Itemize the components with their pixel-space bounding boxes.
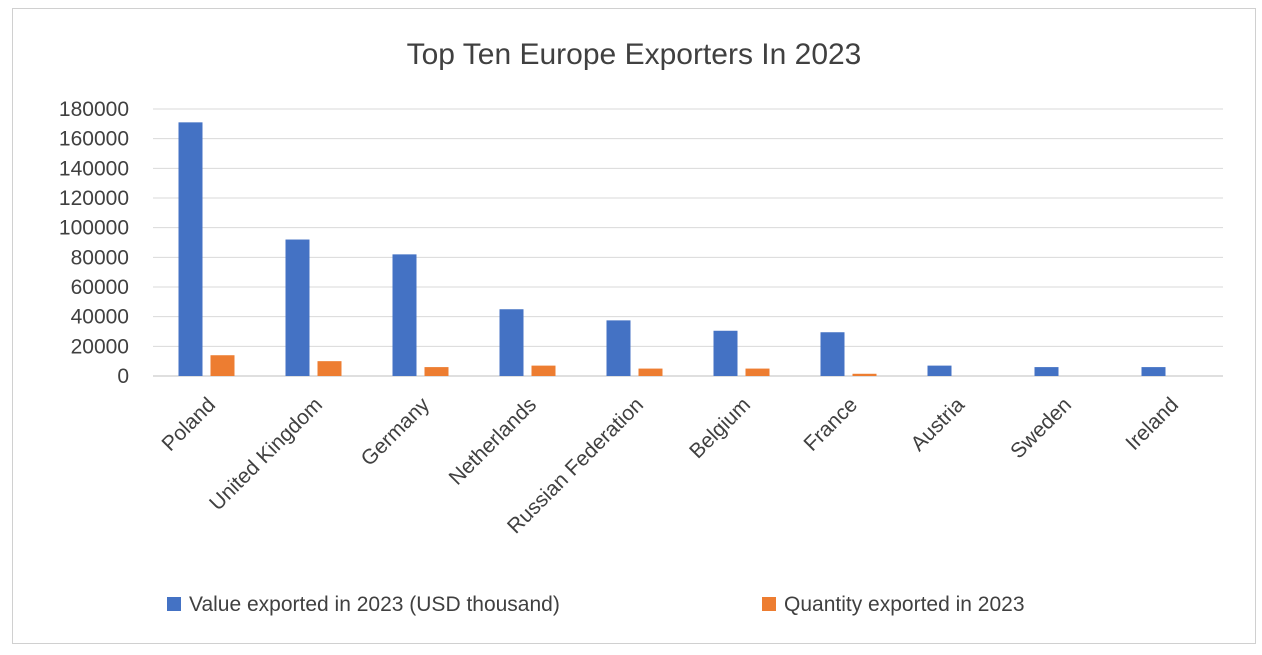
y-tick-label: 120000 — [59, 187, 129, 210]
y-tick-label: 160000 — [59, 128, 129, 151]
bar-chart: Top Ten Europe Exporters In 2023 0 20000 4… — [59, 38, 1223, 616]
bar-quantity-france — [852, 373, 877, 376]
x-tick-label: Germany — [357, 393, 435, 471]
legend: Value exported in 2023 (USD thousand) Qu… — [167, 593, 1025, 616]
bar-value-germany — [392, 254, 417, 376]
bar-value-netherlands — [499, 309, 524, 376]
y-tick-label: 40000 — [71, 306, 129, 329]
y-tick-label: 0 — [117, 365, 129, 388]
y-tick-label: 80000 — [71, 246, 129, 269]
bars — [178, 122, 1166, 376]
x-tick-label: Austria — [907, 393, 970, 456]
x-tick-label: Belgium — [685, 393, 755, 463]
bar-quantity-united-kingdom — [317, 361, 342, 376]
x-tick-label: Ireland — [1121, 393, 1183, 455]
bar-value-united-kingdom — [285, 239, 310, 376]
y-tick-label: 60000 — [71, 276, 129, 299]
y-tick-label: 140000 — [59, 157, 129, 180]
bar-quantity-netherlands — [531, 365, 556, 376]
bar-quantity-belgium — [745, 368, 770, 376]
x-tick-label: Sweden — [1006, 393, 1076, 463]
bar-quantity-germany — [424, 367, 449, 376]
chart-title: Top Ten Europe Exporters In 2023 — [407, 38, 862, 71]
x-tick-label: France — [800, 393, 862, 455]
gridlines — [153, 108, 1223, 377]
x-tick-label: United Kingdom — [205, 393, 327, 515]
legend-label-quantity: Quantity exported in 2023 — [784, 593, 1025, 616]
x-tick-label: Netherlands — [445, 393, 541, 489]
bar-value-russian-federation — [606, 320, 631, 376]
chart-frame: Top Ten Europe Exporters In 2023 0 20000 4… — [12, 8, 1256, 644]
bar-value-france — [820, 332, 845, 376]
bar-quantity-poland — [210, 355, 235, 376]
y-axis-ticks: 0 20000 40000 60000 80000 100000 120000 140000 1… — [59, 98, 129, 388]
bar-quantity-russian-federation — [638, 368, 663, 376]
legend-label-value: Value exported in 2023 (USD thousand) — [189, 593, 560, 616]
bar-value-austria — [927, 365, 952, 376]
x-tick-label: Poland — [158, 393, 221, 456]
bar-value-belgium — [713, 330, 738, 376]
legend-swatch-quantity — [762, 597, 776, 611]
legend-swatch-value — [167, 597, 181, 611]
bar-value-ireland — [1141, 367, 1166, 376]
y-tick-label: 100000 — [59, 217, 129, 240]
y-tick-label: 180000 — [59, 98, 129, 121]
y-tick-label: 20000 — [71, 335, 129, 358]
bar-value-sweden — [1034, 367, 1059, 376]
bar-value-poland — [178, 122, 203, 376]
